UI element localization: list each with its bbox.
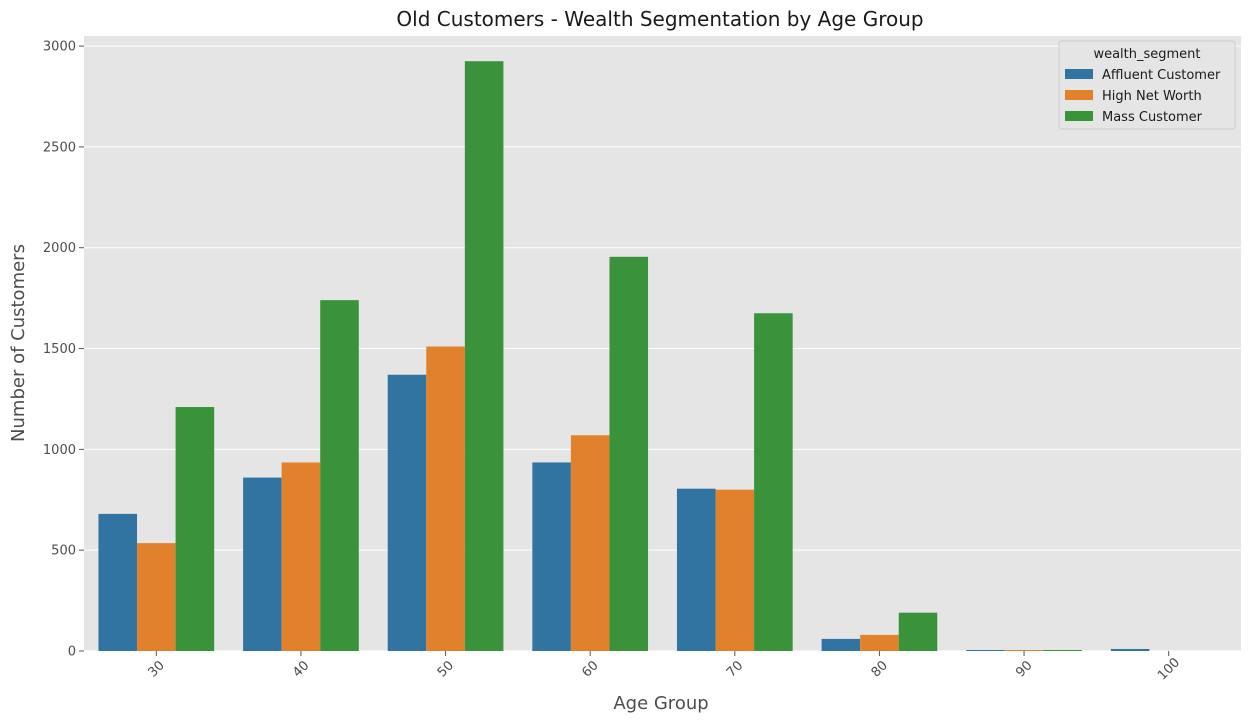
x-tick-label-40: 40	[290, 658, 312, 680]
bar-affluent-customer-70	[676, 488, 716, 651]
bar-mass-customer-50	[464, 61, 504, 652]
y-tick-label-6: 3000	[43, 40, 76, 55]
y-tick-label-0: 0	[68, 645, 76, 660]
y-axis: 0 500 1000 1500 2000 2500 3000	[43, 40, 84, 660]
y-tick-label-5: 2500	[43, 140, 76, 155]
legend-swatch-affluent-customer	[1065, 69, 1093, 79]
x-tick-label-60: 60	[579, 658, 601, 680]
y-tick-label-1: 500	[51, 544, 76, 559]
x-axis-label: Age Group	[613, 693, 708, 714]
x-tick-label-90: 90	[1013, 658, 1035, 680]
legend-label-high-net-worth: High Net Worth	[1102, 89, 1202, 104]
legend-title: wealth_segment	[1093, 47, 1200, 62]
x-tick-label-30: 30	[146, 658, 168, 680]
bar-high-net-worth-70	[715, 489, 755, 651]
bar-mass-customer-90	[1043, 649, 1082, 651]
chart-title: Old Customers - Wealth Segmentation by A…	[396, 7, 923, 31]
bar-high-net-worth-60	[570, 435, 610, 651]
legend: wealth_segment Affluent Customer High Net …	[1058, 40, 1236, 130]
bar-affluent-customer-60	[532, 462, 571, 651]
bar-high-net-worth-90	[1004, 649, 1044, 651]
bar-affluent-customer-40	[243, 477, 282, 651]
legend-box	[1058, 40, 1236, 130]
bar-affluent-customer-30	[98, 513, 138, 651]
legend-swatch-mass-customer	[1065, 111, 1093, 121]
bar-affluent-customer-90	[966, 649, 1005, 651]
bar-mass-customer-70	[754, 313, 793, 651]
bar-mass-customer-80	[898, 612, 938, 651]
bar-affluent-customer-50	[387, 374, 427, 651]
y-tick-label-4: 2000	[43, 241, 76, 256]
legend-label-affluent-customer: Affluent Customer	[1102, 68, 1221, 83]
legend-label-mass-customer: Mass Customer	[1102, 110, 1203, 125]
bar-affluent-customer-100	[1110, 648, 1150, 651]
y-tick-label-3: 1500	[43, 342, 76, 357]
y-axis-label: Number of Customers	[8, 244, 29, 442]
bar-high-net-worth-30	[137, 543, 176, 651]
bar-mass-customer-60	[609, 256, 649, 651]
x-tick-label-100: 100	[1155, 655, 1183, 683]
bar-affluent-customer-80	[821, 638, 861, 651]
x-tick-label-50: 50	[435, 658, 457, 680]
bars	[98, 61, 1150, 652]
legend-swatch-high-net-worth	[1065, 90, 1093, 100]
bar-high-net-worth-40	[281, 462, 321, 651]
y-tick-label-2: 1000	[43, 443, 76, 458]
x-axis: 30 40 50 60 70 80 90 100	[146, 651, 1183, 683]
bar-high-net-worth-50	[426, 346, 465, 651]
x-tick-label-70: 70	[724, 658, 746, 680]
bar-high-net-worth-80	[860, 634, 899, 651]
bar-mass-customer-30	[175, 407, 215, 651]
x-tick-label-80: 80	[869, 658, 891, 680]
bar-mass-customer-40	[320, 300, 359, 651]
